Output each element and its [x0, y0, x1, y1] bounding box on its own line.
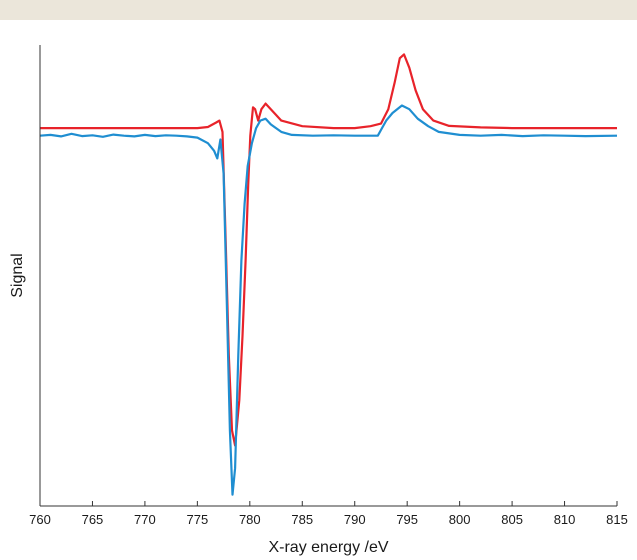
x-tick-label: 795 — [396, 512, 418, 527]
x-tick-label: 785 — [291, 512, 313, 527]
series-line-1 — [40, 53, 617, 447]
x-tick-label: 815 — [606, 512, 628, 527]
y-axis-title: Signal — [9, 253, 26, 297]
series-line-2 — [39, 104, 618, 496]
x-tick-label: 770 — [134, 512, 156, 527]
x-tick-label: 765 — [82, 512, 104, 527]
x-tick-label: 810 — [554, 512, 576, 527]
x-axis-ticks: 760 765 770 775 780 785 790 795 800 805 810 815 — [29, 501, 628, 527]
x-tick-label: 780 — [239, 512, 261, 527]
x-tick-label: 805 — [501, 512, 523, 527]
x-tick-label: 800 — [449, 512, 471, 527]
x-axis-title: X-ray energy /eV — [268, 539, 388, 556]
x-tick-label: 790 — [344, 512, 366, 527]
top-band — [0, 0, 637, 20]
series-lines — [39, 53, 618, 496]
x-tick-label: 760 — [29, 512, 51, 527]
x-tick-label: 775 — [187, 512, 209, 527]
